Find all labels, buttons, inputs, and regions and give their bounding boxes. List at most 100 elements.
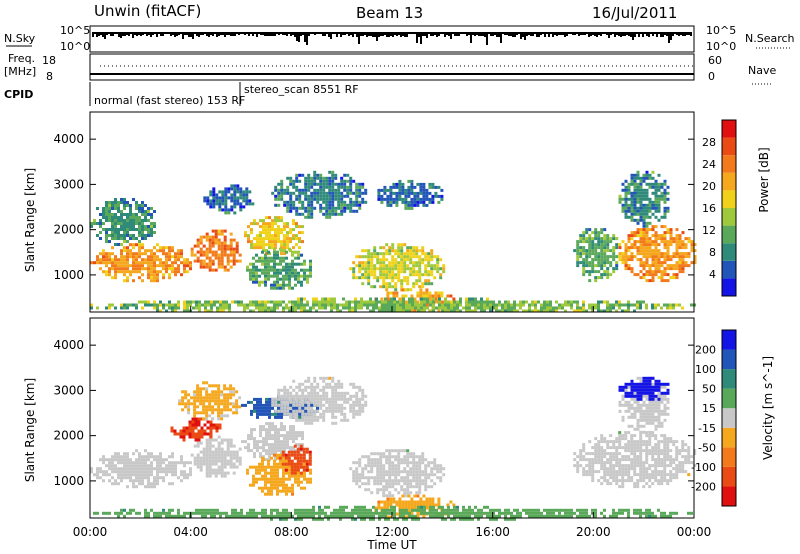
heatmap-cell-8 [325, 400, 329, 404]
heatmap-cell-8 [319, 388, 323, 392]
heatmap-cell-5 [309, 265, 312, 269]
heatmap-cell-7 [367, 249, 371, 253]
heatmap-cell-8 [310, 409, 314, 413]
heatmap-cell-6 [190, 396, 194, 400]
heatmap-cell-4 [245, 190, 249, 194]
heatmap-cell-0 [138, 458, 141, 462]
heatmap-cell-0 [123, 279, 126, 283]
heatmap-cell-8 [301, 412, 305, 416]
date-title: 16/Jul/2011 [592, 4, 677, 22]
heatmap-cell-13 [351, 306, 354, 310]
heatmap-cell-11 [630, 243, 634, 247]
heatmap-cell-6 [358, 191, 362, 195]
heatmap-cell-1 [102, 228, 105, 231]
heatmap-cell-11 [663, 252, 667, 256]
heatmap-cell-4 [302, 450, 306, 454]
heatmap-cell-9 [403, 494, 407, 498]
heatmap-cell-6 [322, 200, 326, 204]
heatmap-cell-8 [295, 403, 299, 407]
heatmap-cell-11 [639, 249, 643, 253]
heatmap-cell-10 [588, 252, 592, 256]
heatmap-cell-7 [376, 252, 380, 256]
heatmap-cell-0 [120, 252, 123, 256]
heatmap-cell-12 [642, 218, 646, 222]
heatmap-cell-3 [285, 489, 288, 493]
heatmap-cell-1 [193, 459, 197, 463]
heatmap-cell-6 [193, 390, 197, 394]
noise-sample [596, 32, 598, 37]
heatmap-cell-3 [261, 456, 264, 460]
heatmap-cell-1 [108, 210, 111, 213]
heatmap-cell-0 [165, 264, 168, 268]
heatmap-cell-10 [612, 252, 616, 256]
heatmap-cell-3 [255, 465, 258, 469]
heatmap-cell-7 [265, 400, 268, 404]
heatmap-cell-10 [576, 261, 580, 265]
noise-sample [156, 32, 158, 37]
heatmap-cell-6 [322, 206, 326, 210]
heatmap-cell-6 [289, 191, 293, 195]
heatmap-cell-7 [259, 412, 262, 416]
colorbar-swatch [722, 225, 736, 244]
heatmap-cell-12 [663, 209, 667, 213]
heatmap-cell-9 [418, 485, 422, 489]
heatmap-cell-4 [299, 453, 303, 457]
heatmap-cell-5 [267, 274, 270, 278]
heatmap-cell-8 [295, 397, 299, 401]
heatmap-cell-6 [352, 203, 356, 207]
heatmap-cell-0 [129, 464, 132, 468]
heatmap-cell-5 [306, 274, 309, 278]
heatmap-cell-6 [277, 188, 281, 192]
heatmap-cell-7 [406, 255, 410, 259]
heatmap-cell-13 [519, 306, 522, 310]
heatmap-cell-5 [200, 429, 204, 433]
heatmap-cell-13 [423, 309, 426, 313]
heatmap-cell-12 [657, 203, 661, 207]
noise-sample [478, 32, 480, 36]
heatmap-cell-6 [334, 182, 338, 186]
heatmap-cell-9 [379, 455, 383, 459]
heatmap-cell-1 [102, 213, 105, 216]
heatmap-cell-5 [267, 250, 270, 254]
heatmap-cell-7 [391, 264, 395, 268]
noise-sample [126, 32, 128, 35]
heatmap-cell-11 [693, 258, 697, 262]
heatmap-cell-7 [427, 282, 431, 286]
heatmap-cell-0 [123, 467, 126, 471]
heatmap-cell-9 [370, 476, 374, 480]
heatmap-cell-7 [382, 264, 386, 268]
nave-tick-bottom: 0 [708, 70, 715, 83]
heatmap-cell-6 [292, 185, 296, 189]
heatmap-cell-7 [409, 273, 413, 277]
heatmap-cell-13 [303, 297, 306, 301]
heatmap-cell-13 [480, 306, 483, 310]
heatmap-cell-0 [135, 458, 138, 462]
heatmap-cell-7 [367, 255, 371, 259]
heatmap-cell-6 [310, 191, 314, 195]
heatmap-cell-0 [114, 482, 117, 486]
heatmap-cell-7 [439, 267, 443, 271]
noise-sample [634, 32, 636, 37]
heatmap-cell-2 [211, 238, 215, 242]
noise-sample [690, 32, 692, 36]
heatmap-cell-1 [123, 231, 126, 234]
heatmap-cell-5 [276, 268, 279, 272]
heatmap-cell-11 [651, 279, 655, 283]
heatmap-cell-1 [208, 438, 212, 442]
heatmap-cell-12 [654, 203, 658, 207]
heatmap-cell-7 [400, 252, 404, 256]
y-tick-label: 3000 [53, 177, 84, 191]
heatmap-cell-9 [416, 182, 420, 186]
heatmap-cell-3 [292, 222, 295, 226]
heatmap-cell-9 [413, 194, 417, 198]
heatmap-cell-1 [202, 453, 206, 457]
heatmap-cell-6 [310, 182, 314, 186]
noise-sample [550, 32, 552, 34]
heatmap-cell-13 [570, 300, 573, 304]
heatmap-cell-8 [328, 382, 332, 386]
heatmap-cell-6 [280, 197, 284, 201]
heatmap-cell-7 [397, 255, 401, 259]
heatmap-cell-3 [294, 477, 297, 481]
heatmap-cell-11 [675, 264, 679, 268]
heatmap-cell-10 [588, 255, 592, 259]
